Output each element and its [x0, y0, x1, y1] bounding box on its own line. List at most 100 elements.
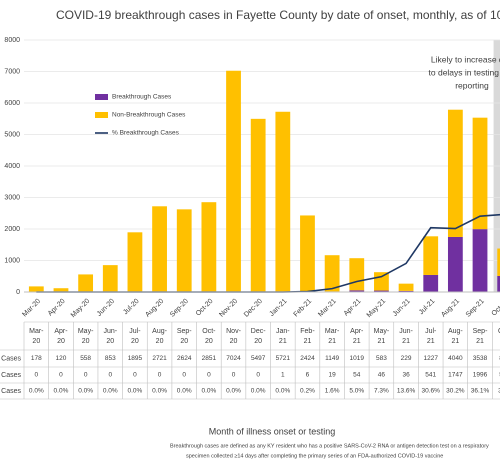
table-cell: 558 — [80, 355, 91, 362]
bar — [349, 290, 365, 292]
x-tick-label: Dec-20 — [243, 298, 264, 319]
bar — [152, 206, 167, 292]
table-cell: 30.6% — [422, 388, 441, 395]
bar — [398, 283, 414, 291]
table-cell: 5497 — [251, 355, 266, 362]
bar — [423, 236, 439, 275]
bar — [226, 70, 241, 292]
table-cell: 0.0% — [54, 388, 69, 395]
table-header: Dec-20 — [251, 328, 266, 345]
table-header: Jul-21 — [425, 328, 437, 345]
table-header: Sep-20 — [177, 328, 192, 345]
table-cell: 120 — [56, 355, 67, 362]
y-tick-label: 0 — [16, 289, 20, 296]
table-cell: 0.0% — [128, 388, 143, 395]
bar — [127, 232, 143, 292]
table-cell: 3538 — [473, 355, 488, 362]
table-cell: 0.0% — [78, 388, 93, 395]
table-cell: 0 — [84, 372, 88, 379]
table-header: Aug-21 — [448, 328, 463, 345]
table-cell: 1149 — [325, 355, 339, 362]
bar — [28, 286, 44, 292]
x-tick-label: Apr-20 — [47, 298, 67, 318]
x-tick-label: Jul-20 — [122, 298, 141, 317]
annotation: to delays in testing and — [429, 67, 500, 77]
bar — [472, 229, 488, 292]
table-cell: 0 — [256, 372, 260, 379]
x-tick-label: Aug-20 — [144, 298, 165, 319]
table-row-label: Breakthrough Cases — [0, 372, 21, 379]
table-header: Jun-21 — [399, 328, 413, 345]
table-cell: 5721 — [276, 355, 291, 362]
table-header: Apr-21 — [350, 328, 364, 345]
bar — [447, 236, 463, 292]
table-cell: 37% — [498, 388, 500, 395]
bar — [275, 111, 291, 292]
y-tick-label: 7000 — [4, 68, 20, 75]
table-header: May-20 — [78, 328, 94, 345]
annotation: Likely to increase due — [431, 54, 500, 64]
table-header: Oct-21 — [498, 328, 500, 345]
bar — [398, 290, 414, 292]
x-tick-label: Jun-20 — [96, 298, 116, 318]
table-cell: 0.2% — [300, 388, 315, 395]
table-cell: 46 — [378, 372, 386, 379]
table-cell: 0 — [133, 372, 137, 379]
bar — [201, 202, 217, 292]
table-cell: 0 — [59, 372, 63, 379]
table-cell: 1019 — [350, 355, 365, 362]
table-header: Feb-21 — [300, 328, 315, 345]
x-tick-label: Oct-21 — [491, 298, 500, 318]
table-row-label: % Breakthrough Cases — [0, 388, 21, 395]
table-cell: 0.0% — [29, 388, 44, 395]
table-cell: 0 — [158, 372, 162, 379]
x-tick-label: Oct-20 — [195, 298, 215, 318]
table-cell: 1227 — [423, 355, 438, 362]
legend-label: Breakthrough Cases — [112, 94, 172, 101]
table-header: Jul-20 — [129, 328, 141, 345]
bar — [497, 275, 500, 292]
table-cell: 2624 — [177, 355, 192, 362]
table-cell: 5.0% — [349, 388, 364, 395]
x-tick-label: Mar-21 — [317, 298, 338, 319]
table-header: May-21 — [374, 328, 390, 345]
footnote: Breakthrough cases are defined as any KY… — [170, 443, 489, 449]
y-tick-label: 1000 — [4, 257, 20, 264]
y-tick-label: 6000 — [4, 100, 20, 107]
y-tick-label: 5000 — [4, 131, 20, 138]
x-tick-label: Sep-20 — [169, 298, 190, 319]
table-cell: 541 — [425, 372, 436, 379]
table-cell: 0 — [207, 372, 211, 379]
table-cell: 54 — [353, 372, 361, 379]
table-row-label: Non-Breakthrough Cases — [0, 355, 21, 362]
table-cell: 853 — [105, 355, 116, 362]
bar — [250, 118, 266, 292]
bar — [374, 290, 389, 292]
bar — [300, 215, 315, 292]
y-tick-label: 8000 — [4, 37, 20, 44]
table-header: Jan-21 — [276, 328, 290, 345]
x-tick-label: Sep-21 — [465, 298, 486, 319]
legend-swatch — [95, 112, 108, 118]
bar — [423, 274, 439, 292]
bar — [176, 209, 192, 292]
table-header: Aug-20 — [152, 328, 167, 345]
table-cell: 1.6% — [325, 388, 340, 395]
x-tick-label: Feb-21 — [293, 298, 314, 319]
table-cell: 0.0% — [275, 388, 290, 395]
table-cell: 36.1% — [471, 388, 490, 395]
table-cell: 7024 — [226, 355, 241, 362]
table-cell: 13.6% — [397, 388, 416, 395]
y-tick-label: 3000 — [4, 194, 20, 201]
table-cell: 2424 — [300, 355, 315, 362]
table-cell: 1 — [281, 372, 285, 379]
x-tick-label: Nov-20 — [218, 298, 239, 319]
legend-label: % Breakthrough Cases — [112, 130, 180, 137]
table-cell: 30.2% — [446, 388, 465, 395]
x-tick-label: Jan-21 — [268, 298, 288, 318]
table-cell: 0.0% — [251, 388, 266, 395]
table-cell: 1895 — [128, 355, 143, 362]
y-tick-label: 4000 — [4, 163, 20, 170]
table-cell: 0 — [108, 372, 112, 379]
x-tick-label: Jul-21 — [418, 298, 437, 317]
